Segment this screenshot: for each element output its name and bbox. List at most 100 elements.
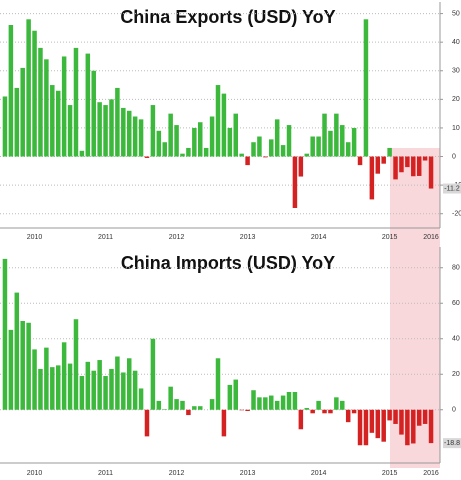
bar — [67, 363, 73, 410]
bar — [91, 70, 96, 157]
bar — [239, 409, 244, 411]
bar — [103, 105, 108, 157]
y-tick-label: 80 — [452, 265, 460, 272]
bar — [399, 156, 404, 173]
bar — [115, 356, 120, 410]
bar — [32, 30, 37, 157]
bar — [298, 156, 304, 177]
bar — [340, 125, 345, 157]
bar — [245, 156, 250, 166]
y-tick-label: 40 — [452, 39, 460, 46]
bar — [363, 409, 369, 446]
bar — [310, 409, 315, 414]
x-tick-label: 2011 — [98, 470, 113, 477]
bar — [209, 399, 215, 410]
bar — [387, 409, 392, 421]
bar — [150, 338, 156, 410]
bar — [345, 142, 351, 157]
bar — [2, 96, 8, 157]
y-tick-label: 50 — [452, 10, 460, 17]
bar — [286, 392, 292, 410]
bar — [369, 156, 375, 200]
bar — [156, 130, 162, 157]
bar — [156, 400, 162, 410]
chart-title: China Exports (USD) YoY — [120, 7, 335, 27]
bar — [310, 136, 315, 157]
bar — [91, 370, 96, 410]
bar — [416, 409, 422, 426]
x-tick-label: 2013 — [240, 234, 256, 241]
bar — [50, 85, 55, 157]
bar — [215, 85, 221, 157]
bar — [274, 119, 280, 157]
bar — [109, 99, 114, 157]
bar — [79, 376, 85, 410]
x-tick-label: 2014 — [311, 470, 327, 477]
bar — [132, 116, 138, 157]
bar — [245, 409, 250, 411]
bar — [322, 409, 327, 414]
bar — [411, 409, 416, 444]
y-tick-label: 0 — [452, 153, 456, 160]
bar — [44, 347, 49, 410]
bar — [334, 397, 339, 410]
bar — [85, 361, 91, 410]
bar — [132, 370, 138, 410]
bar — [73, 47, 79, 157]
bar — [393, 409, 398, 424]
value-label: -18.8 — [444, 440, 460, 447]
bar — [375, 409, 381, 439]
bar — [345, 409, 351, 423]
bar — [186, 147, 191, 157]
bar — [180, 153, 185, 157]
bar — [14, 292, 20, 410]
bar — [197, 406, 203, 410]
y-tick-label: 10 — [452, 125, 460, 132]
bar — [126, 358, 132, 410]
bar — [174, 399, 179, 410]
bar — [115, 87, 120, 157]
bar — [192, 127, 197, 157]
bar — [20, 321, 25, 410]
bar — [298, 409, 304, 430]
bar — [61, 56, 67, 157]
bar — [422, 409, 428, 424]
bar — [67, 105, 73, 157]
bar — [20, 67, 25, 157]
bar — [257, 136, 262, 157]
bar — [292, 392, 298, 410]
y-tick-label: -20 — [452, 211, 461, 218]
bar — [55, 365, 61, 410]
bar — [393, 156, 398, 180]
x-tick-label: 2015 — [382, 470, 398, 477]
value-label-box — [443, 438, 461, 449]
bar — [286, 125, 292, 157]
bar — [138, 119, 144, 157]
bar — [197, 122, 203, 157]
bar — [269, 139, 274, 157]
bar — [316, 136, 321, 157]
bar — [428, 156, 434, 189]
bar — [61, 342, 67, 410]
bar — [109, 368, 114, 410]
bar — [351, 127, 357, 157]
bar — [38, 47, 43, 157]
bar — [186, 409, 191, 416]
bar — [316, 400, 321, 410]
bar — [328, 409, 333, 414]
bar — [221, 93, 227, 157]
bar — [26, 19, 31, 157]
x-tick-label: 2016 — [423, 234, 439, 241]
value-label: -11.2 — [444, 185, 460, 192]
bar — [233, 379, 239, 410]
x-tick-label: 2013 — [240, 470, 256, 477]
bar — [369, 409, 375, 433]
bar — [144, 409, 150, 437]
bar — [304, 153, 310, 157]
bar — [381, 156, 386, 164]
bar — [8, 329, 14, 410]
bar — [322, 113, 327, 157]
bar — [357, 409, 363, 446]
bar — [162, 409, 167, 410]
